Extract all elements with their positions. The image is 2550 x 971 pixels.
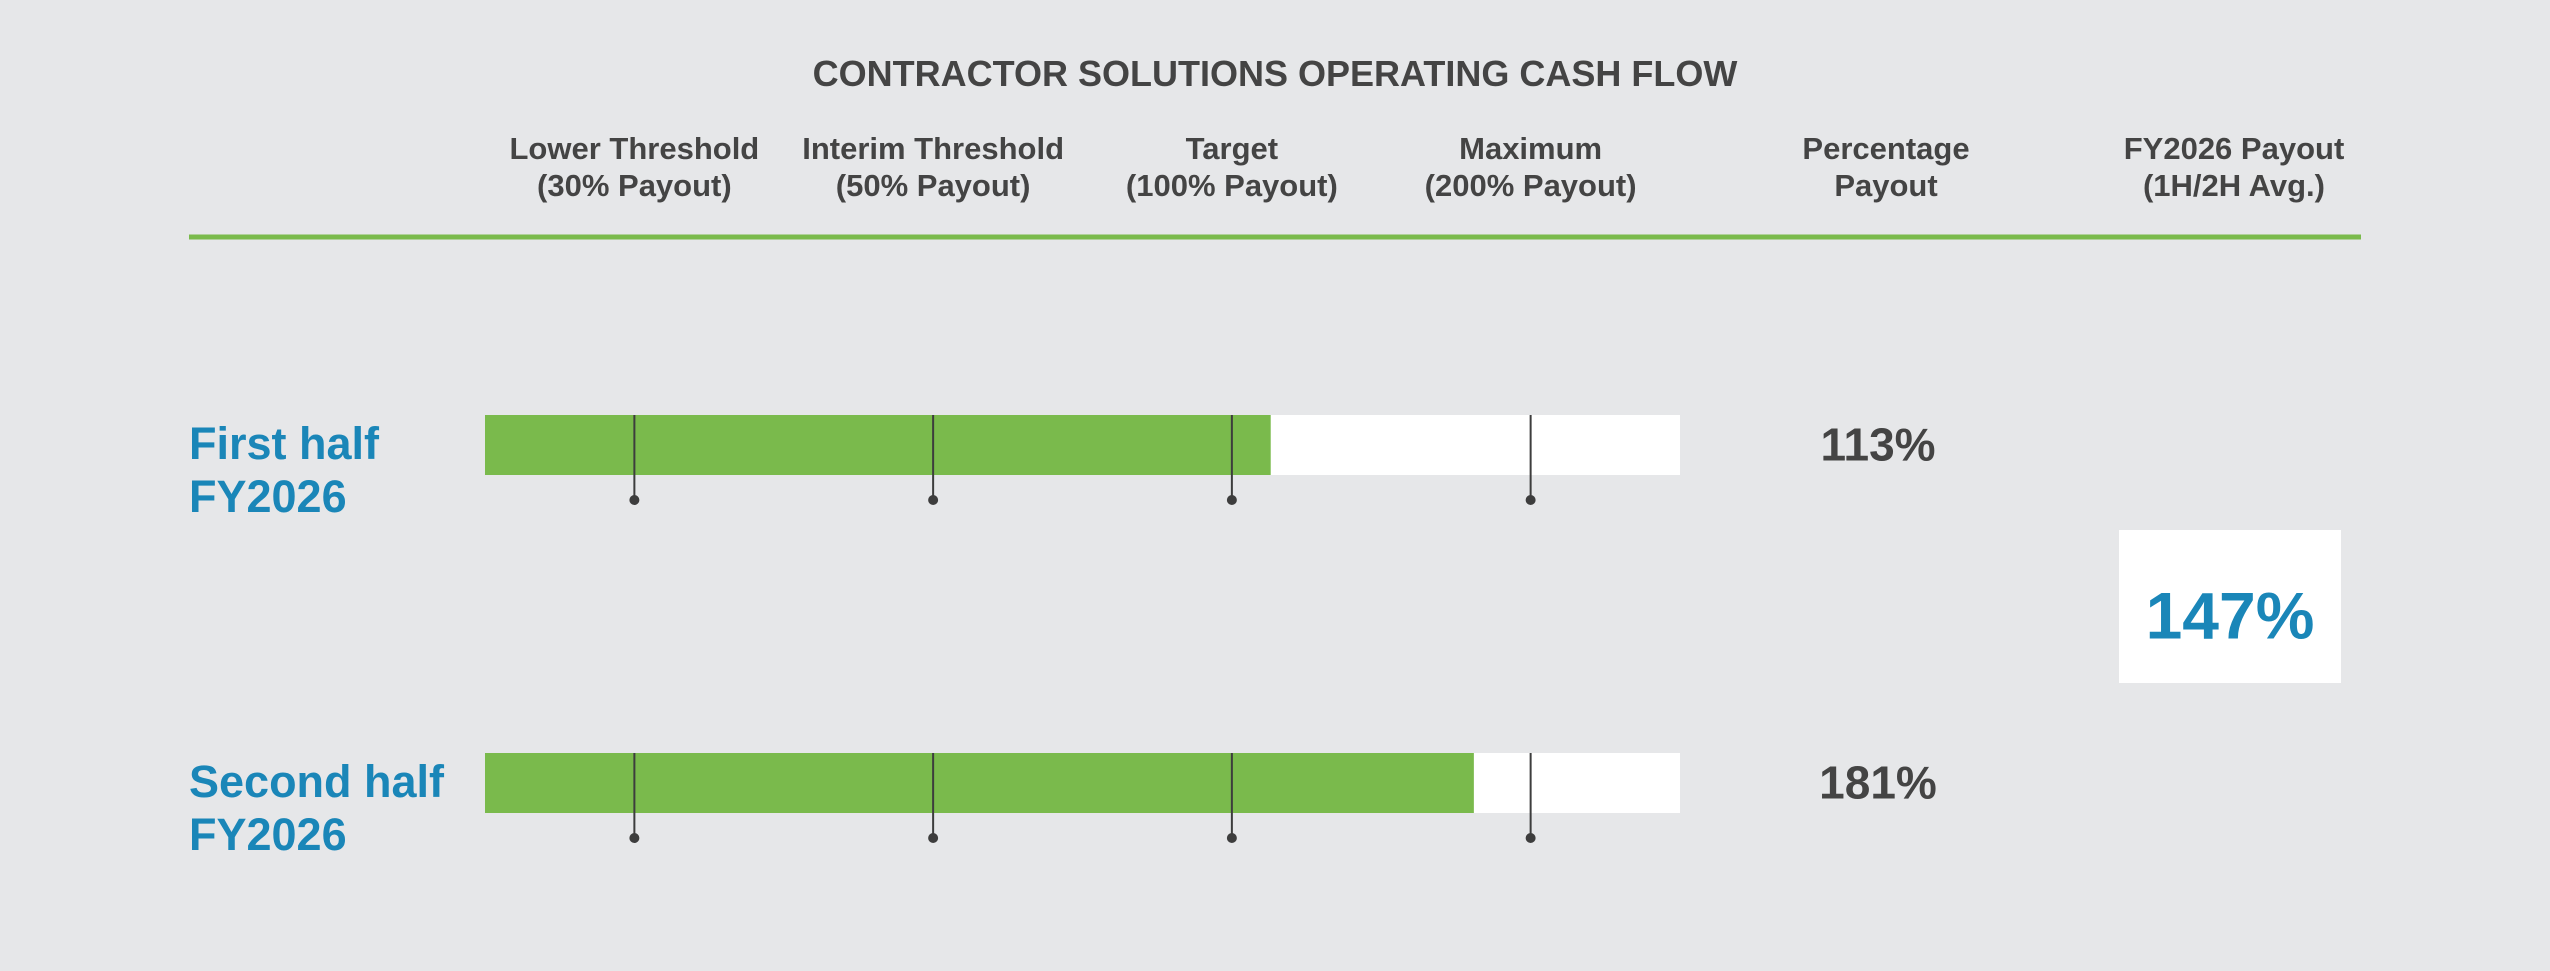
tick-dot <box>629 495 640 505</box>
tick-dot <box>1226 833 1237 843</box>
chart-title: CONTRACTOR SOLUTIONS OPERATING CASH FLOW <box>812 53 1738 94</box>
x-tick-label: Lower Threshold (30% Payout) <box>509 131 760 204</box>
tick-dot <box>1525 833 1536 843</box>
tick-dot <box>928 833 939 843</box>
x-tick-label: Target (100% Payout) <box>1125 131 1338 204</box>
bar <box>485 753 1474 813</box>
value-header: Percentage Payout <box>1802 131 1970 204</box>
summary-box <box>2119 530 2341 683</box>
value-label: 113% <box>1820 418 1936 471</box>
tick-dot <box>1525 495 1536 505</box>
summary-label: 147% <box>2145 578 2315 653</box>
tick-dot <box>629 833 640 843</box>
tick-dot <box>1226 495 1237 505</box>
x-tick-label: Maximum (200% Payout) <box>1424 131 1637 204</box>
category-label: First half FY2026 <box>189 418 380 523</box>
x-tick-label: Interim Threshold (50% Payout) <box>802 131 1065 204</box>
value-label: 181% <box>1819 756 1937 809</box>
category-label: Second half FY2026 <box>189 756 445 861</box>
bar <box>485 415 1271 475</box>
tick-dot <box>928 495 939 505</box>
summary-header: FY2026 Payout (1H/2H Avg.) <box>2123 131 2345 204</box>
